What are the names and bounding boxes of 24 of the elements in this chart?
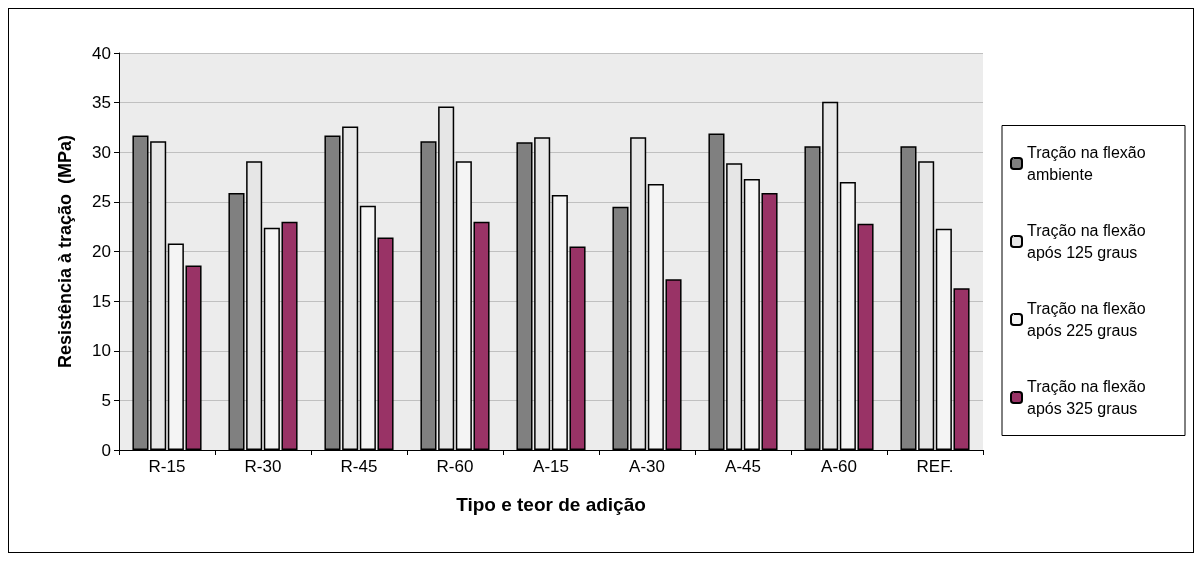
y-tick-label: 5 (101, 390, 111, 410)
legend-label: Tração na flexão após 225 graus (1027, 300, 1151, 339)
y-axis-title: Resistência à tração (MPa) (55, 134, 75, 369)
x-tick-label: R-15 (148, 457, 186, 476)
x-tick-label: R-30 (244, 457, 282, 476)
x-axis-title: Tipo e teor de adição (456, 494, 646, 515)
x-tick-label: REF. (916, 457, 954, 476)
y-tick-label: 40 (92, 43, 111, 63)
y-tick-label: 35 (92, 93, 111, 113)
x-tick-label: A-60 (821, 457, 857, 476)
x-tick-label: A-15 (533, 457, 569, 476)
legend-label: Tração na flexão após 325 graus (1027, 378, 1151, 417)
y-tick-label: 20 (92, 242, 111, 261)
y-tick-label: 0 (101, 440, 111, 460)
y-tick-label: 30 (92, 142, 111, 162)
y-tick-label: 10 (92, 341, 111, 361)
legend-label: Tração na flexão após 125 graus (1027, 222, 1151, 261)
x-tick-label: A-45 (725, 457, 761, 476)
x-tick-label: R-45 (340, 457, 378, 476)
legend-label: Tração na flexão ambiente (1027, 144, 1151, 183)
x-tick-label: A-30 (629, 457, 665, 476)
y-tick-label: 25 (92, 192, 111, 212)
y-tick-label: 15 (92, 291, 111, 311)
x-tick-label: R-60 (436, 457, 474, 476)
